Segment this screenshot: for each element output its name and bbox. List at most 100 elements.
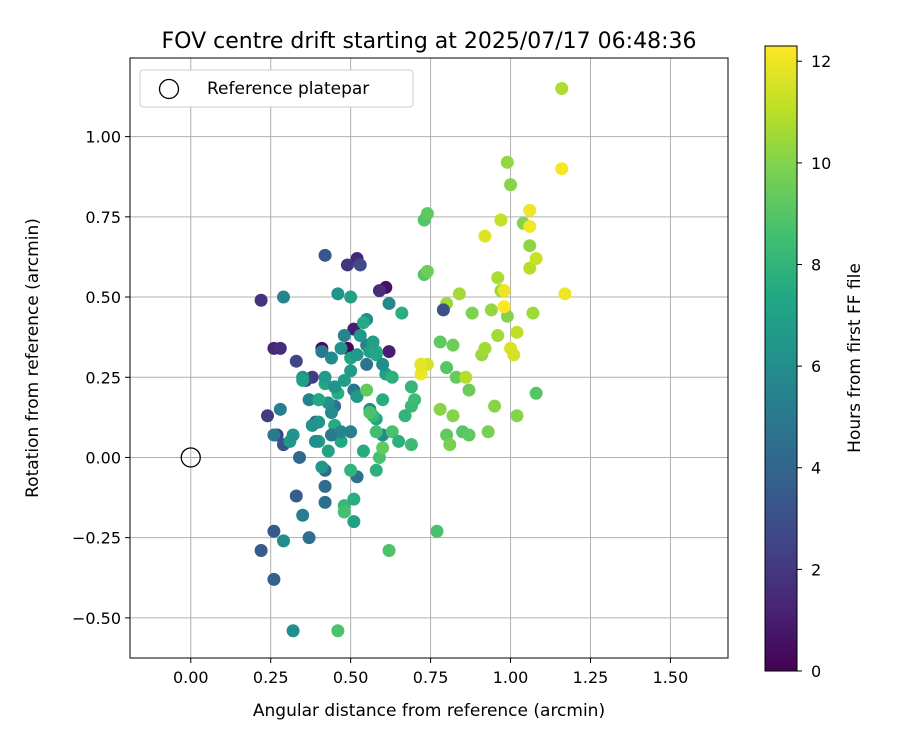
data-point — [449, 370, 463, 384]
data-point — [555, 162, 569, 176]
data-point — [372, 284, 386, 298]
data-point — [526, 306, 540, 320]
y-tick-label: 0.75 — [85, 208, 121, 227]
data-point — [376, 441, 390, 455]
data-point — [276, 290, 290, 304]
data-point — [488, 399, 502, 413]
data-point — [481, 425, 495, 439]
data-point — [523, 203, 537, 217]
data-point — [289, 489, 303, 503]
colorbar-ticks: 0 2 4 6 8 10 12 — [797, 52, 831, 681]
data-point — [302, 531, 316, 545]
data-point — [331, 624, 345, 638]
data-point — [529, 252, 543, 266]
data-point — [433, 335, 447, 349]
data-point — [286, 428, 300, 442]
data-point — [334, 434, 348, 448]
data-point — [376, 393, 390, 407]
data-point — [273, 402, 287, 416]
data-point — [254, 544, 268, 558]
data-point — [261, 409, 275, 423]
data-point — [420, 207, 434, 221]
data-point — [324, 406, 338, 420]
data-point — [331, 287, 345, 301]
data-point — [360, 383, 374, 397]
data-point — [523, 219, 537, 233]
data-point — [510, 325, 524, 339]
colorbar-tick-label: 12 — [811, 52, 831, 71]
data-point — [324, 351, 338, 365]
data-point — [353, 329, 367, 343]
data-point — [497, 300, 511, 314]
data-point — [529, 386, 543, 400]
data-point — [510, 409, 524, 423]
data-point — [315, 345, 329, 359]
data-point — [369, 348, 383, 362]
data-point — [340, 258, 354, 272]
data-point — [318, 495, 332, 509]
data-point — [289, 354, 303, 368]
data-point — [356, 316, 370, 330]
data-point — [305, 418, 319, 432]
colorbar-tick-label: 2 — [811, 560, 821, 579]
chart-title: FOV centre drift starting at 2025/07/17 … — [162, 29, 697, 54]
colorbar-tick-label: 6 — [811, 357, 821, 376]
data-point — [398, 409, 412, 423]
data-point — [369, 463, 383, 477]
y-axis-ticks: −0.50 −0.25 0.00 0.25 0.50 0.75 1.00 — [72, 128, 130, 628]
data-point — [254, 293, 268, 307]
data-point — [350, 348, 364, 362]
data-point — [446, 338, 460, 352]
data-point — [318, 479, 332, 493]
data-point — [408, 393, 422, 407]
data-point — [321, 444, 335, 458]
x-tick-label: 1.25 — [573, 668, 609, 687]
data-point — [337, 329, 351, 343]
data-point — [347, 492, 361, 506]
data-point — [404, 438, 418, 452]
data-point — [369, 425, 383, 439]
data-point — [286, 624, 300, 638]
data-point — [462, 428, 476, 442]
data-point — [436, 303, 450, 317]
data-point — [385, 425, 399, 439]
data-point — [344, 364, 358, 378]
y-tick-label: 0.50 — [85, 288, 121, 307]
data-point — [318, 248, 332, 262]
data-point — [430, 524, 444, 538]
data-point — [558, 287, 572, 301]
data-point — [347, 515, 361, 529]
data-point — [555, 81, 569, 95]
data-point — [494, 213, 508, 227]
data-point — [443, 438, 457, 452]
data-point — [382, 296, 396, 310]
x-tick-label: 1.00 — [493, 668, 529, 687]
data-point — [382, 544, 396, 558]
x-tick-label: 1.50 — [653, 668, 689, 687]
data-point — [491, 329, 505, 343]
data-point — [507, 348, 521, 362]
x-tick-label: 0.75 — [413, 668, 449, 687]
data-point — [491, 271, 505, 285]
colorbar: 0 2 4 6 8 10 12 Hours from first FF file — [764, 45, 865, 681]
colorbar-tick-label: 10 — [811, 154, 831, 173]
data-point — [296, 508, 310, 522]
data-point — [334, 341, 348, 355]
data-point — [385, 370, 399, 384]
x-tick-label: 0.50 — [333, 668, 369, 687]
data-point — [465, 306, 479, 320]
reference-point — [180, 447, 201, 468]
data-point — [459, 370, 473, 384]
data-point — [404, 380, 418, 394]
x-axis-label: Angular distance from reference (arcmin) — [253, 701, 605, 721]
data-point — [452, 287, 466, 301]
data-point — [315, 460, 329, 474]
data-point — [267, 524, 281, 538]
reference-marker — [180, 447, 201, 468]
x-tick-label: 0.25 — [253, 668, 289, 687]
data-point — [363, 406, 377, 420]
x-tick-label: 0.00 — [173, 668, 209, 687]
data-point — [414, 367, 428, 381]
y-tick-label: 0.00 — [85, 448, 121, 467]
data-point — [312, 393, 326, 407]
